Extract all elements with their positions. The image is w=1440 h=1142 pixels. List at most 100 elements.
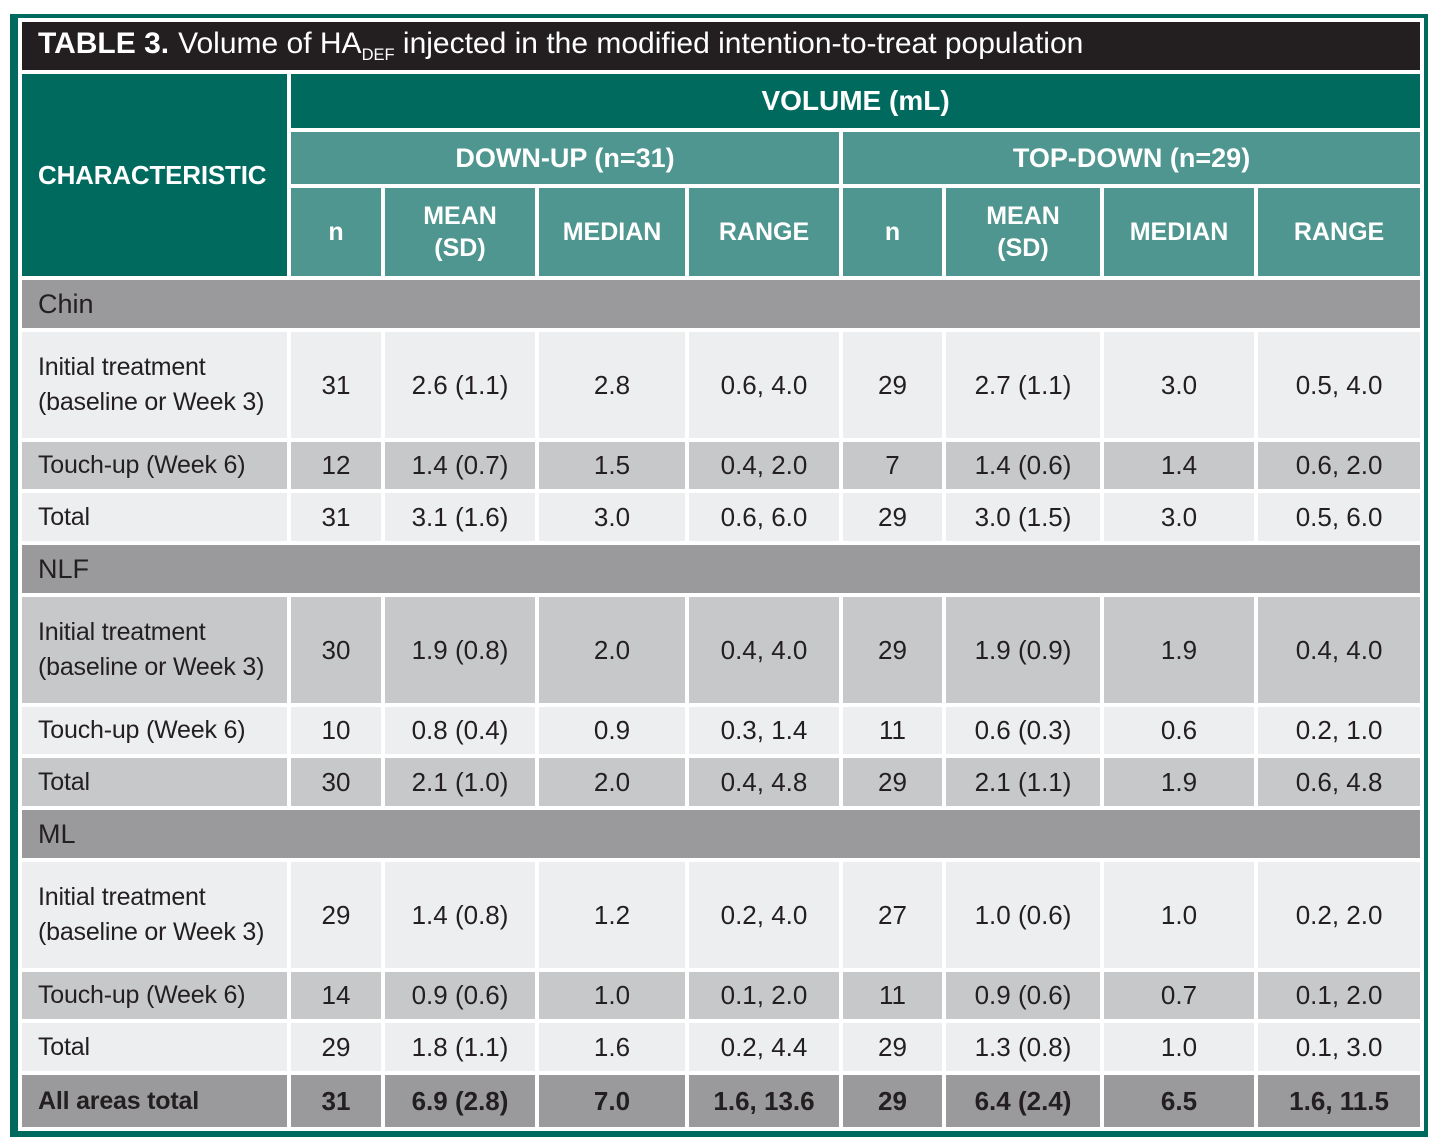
subheader-td-mean-sd: MEAN (SD) xyxy=(946,188,1100,276)
cell-td-range: 0.5, 4.0 xyxy=(1258,332,1421,438)
table-row-chin-total: Total 31 3.1 (1.6) 3.0 0.6, 6.0 29 3.0 (… xyxy=(22,493,1421,541)
section-header-chin: Chin xyxy=(22,280,1421,328)
cell-du-median: 3.0 xyxy=(539,493,685,541)
cell-du-median: 1.6 xyxy=(539,1023,685,1071)
cell-du-n: 29 xyxy=(291,862,381,968)
header-group-row: DOWN-UP (n=31) TOP-DOWN (n=29) xyxy=(22,132,1421,184)
cell-td-median: 1.9 xyxy=(1104,758,1254,806)
section-label-ml: ML xyxy=(22,810,1421,858)
cell-du-n: 30 xyxy=(291,597,381,703)
subheader-td-n: n xyxy=(843,188,942,276)
table-number-label: TABLE 3. xyxy=(38,27,170,60)
cell-du-median: 0.9 xyxy=(539,707,685,754)
cell-du-n: 31 xyxy=(291,1075,381,1127)
cell-td-range: 0.5, 6.0 xyxy=(1258,493,1421,541)
section-label-chin: Chin xyxy=(22,280,1421,328)
cell-du-range: 0.4, 2.0 xyxy=(689,442,839,489)
cell-td-range: 0.1, 3.0 xyxy=(1258,1023,1421,1071)
header-subheader-row: n MEAN (SD) MEDIAN RANGE n MEAN (SD) MED… xyxy=(22,188,1421,276)
cell-du-range: 0.3, 1.4 xyxy=(689,707,839,754)
cell-td-n: 11 xyxy=(843,707,942,754)
cell-td-n: 29 xyxy=(843,493,942,541)
cell-du-mean-sd: 2.1 (1.0) xyxy=(385,758,535,806)
cell-td-median: 1.0 xyxy=(1104,1023,1254,1071)
row-label: Total xyxy=(22,758,287,806)
cell-du-n: 10 xyxy=(291,707,381,754)
cell-td-mean-sd: 0.9 (0.6) xyxy=(946,972,1100,1019)
cell-td-range: 0.6, 2.0 xyxy=(1258,442,1421,489)
cell-du-median: 2.0 xyxy=(539,758,685,806)
cell-td-n: 29 xyxy=(843,597,942,703)
cell-td-n: 29 xyxy=(843,1023,942,1071)
cell-td-n: 11 xyxy=(843,972,942,1019)
cell-td-median: 1.4 xyxy=(1104,442,1254,489)
subheader-du-median: MEDIAN xyxy=(539,188,685,276)
table-row-chin-initial: Initial treatment (baseline or Week 3) 3… xyxy=(22,332,1421,438)
cell-du-n: 29 xyxy=(291,1023,381,1071)
table-row-ml-total: Total 29 1.8 (1.1) 1.6 0.2, 4.4 29 1.3 (… xyxy=(22,1023,1421,1071)
cell-du-range: 0.1, 2.0 xyxy=(689,972,839,1019)
cell-du-mean-sd: 3.1 (1.6) xyxy=(385,493,535,541)
row-label: All areas total xyxy=(22,1075,287,1127)
cell-du-mean-sd: 1.9 (0.8) xyxy=(385,597,535,703)
table-row-all-areas-total: All areas total 31 6.9 (2.8) 7.0 1.6, 13… xyxy=(22,1075,1421,1127)
cell-td-range: 0.1, 2.0 xyxy=(1258,972,1421,1019)
cell-td-mean-sd: 1.4 (0.6) xyxy=(946,442,1100,489)
volume-injected-table: TABLE 3. Volume of HADEF injected in the … xyxy=(18,18,1425,1131)
cell-td-range: 0.2, 1.0 xyxy=(1258,707,1421,754)
cell-td-mean-sd: 6.4 (2.4) xyxy=(946,1075,1100,1127)
cell-du-median: 7.0 xyxy=(539,1075,685,1127)
cell-du-n: 31 xyxy=(291,493,381,541)
row-label: Touch-up (Week 6) xyxy=(22,442,287,489)
cell-td-median: 0.7 xyxy=(1104,972,1254,1019)
cell-du-median: 1.0 xyxy=(539,972,685,1019)
cell-du-mean-sd: 6.9 (2.8) xyxy=(385,1075,535,1127)
subheader-td-range: RANGE xyxy=(1258,188,1421,276)
cell-td-median: 3.0 xyxy=(1104,493,1254,541)
table-title-subscript: DEF xyxy=(361,46,395,64)
row-label: Initial treatment (baseline or Week 3) xyxy=(22,332,287,438)
table-title-text-pre: Volume of HA xyxy=(178,27,362,60)
cell-td-mean-sd: 1.9 (0.9) xyxy=(946,597,1100,703)
cell-du-range: 0.6, 4.0 xyxy=(689,332,839,438)
section-header-nlf: NLF xyxy=(22,545,1421,593)
cell-td-median: 6.5 xyxy=(1104,1075,1254,1127)
row-label: Total xyxy=(22,493,287,541)
section-header-ml: ML xyxy=(22,810,1421,858)
row-label: Touch-up (Week 6) xyxy=(22,707,287,754)
table-title: TABLE 3. Volume of HADEF injected in the … xyxy=(22,22,1421,70)
cell-td-median: 1.0 xyxy=(1104,862,1254,968)
cell-du-mean-sd: 0.9 (0.6) xyxy=(385,972,535,1019)
cell-du-n: 14 xyxy=(291,972,381,1019)
cell-td-range: 1.6, 11.5 xyxy=(1258,1075,1421,1127)
table-3-container: TABLE 3. Volume of HADEF injected in the … xyxy=(10,14,1429,1137)
cell-du-mean-sd: 0.8 (0.4) xyxy=(385,707,535,754)
cell-td-n: 7 xyxy=(843,442,942,489)
cell-td-mean-sd: 2.7 (1.1) xyxy=(946,332,1100,438)
row-label: Initial treatment (baseline or Week 3) xyxy=(22,597,287,703)
cell-du-n: 31 xyxy=(291,332,381,438)
cell-du-median: 1.2 xyxy=(539,862,685,968)
cell-td-n: 29 xyxy=(843,758,942,806)
cell-td-mean-sd: 0.6 (0.3) xyxy=(946,707,1100,754)
cell-du-n: 12 xyxy=(291,442,381,489)
cell-td-range: 0.6, 4.8 xyxy=(1258,758,1421,806)
subheader-du-n: n xyxy=(291,188,381,276)
cell-du-median: 2.8 xyxy=(539,332,685,438)
table-row-nlf-total: Total 30 2.1 (1.0) 2.0 0.4, 4.8 29 2.1 (… xyxy=(22,758,1421,806)
table-row-nlf-initial: Initial treatment (baseline or Week 3) 3… xyxy=(22,597,1421,703)
cell-td-mean-sd: 1.0 (0.6) xyxy=(946,862,1100,968)
cell-du-range: 0.4, 4.8 xyxy=(689,758,839,806)
table-row-ml-touchup: Touch-up (Week 6) 14 0.9 (0.6) 1.0 0.1, … xyxy=(22,972,1421,1019)
cell-td-n: 29 xyxy=(843,332,942,438)
cell-du-mean-sd: 1.8 (1.1) xyxy=(385,1023,535,1071)
cell-td-median: 1.9 xyxy=(1104,597,1254,703)
cell-td-median: 3.0 xyxy=(1104,332,1254,438)
subheader-td-median: MEDIAN xyxy=(1104,188,1254,276)
cell-du-range: 1.6, 13.6 xyxy=(689,1075,839,1127)
header-group-top-down: TOP-DOWN (n=29) xyxy=(843,132,1421,184)
cell-td-mean-sd: 1.3 (0.8) xyxy=(946,1023,1100,1071)
cell-du-median: 1.5 xyxy=(539,442,685,489)
row-label: Initial treatment (baseline or Week 3) xyxy=(22,862,287,968)
table-row-nlf-touchup: Touch-up (Week 6) 10 0.8 (0.4) 0.9 0.3, … xyxy=(22,707,1421,754)
